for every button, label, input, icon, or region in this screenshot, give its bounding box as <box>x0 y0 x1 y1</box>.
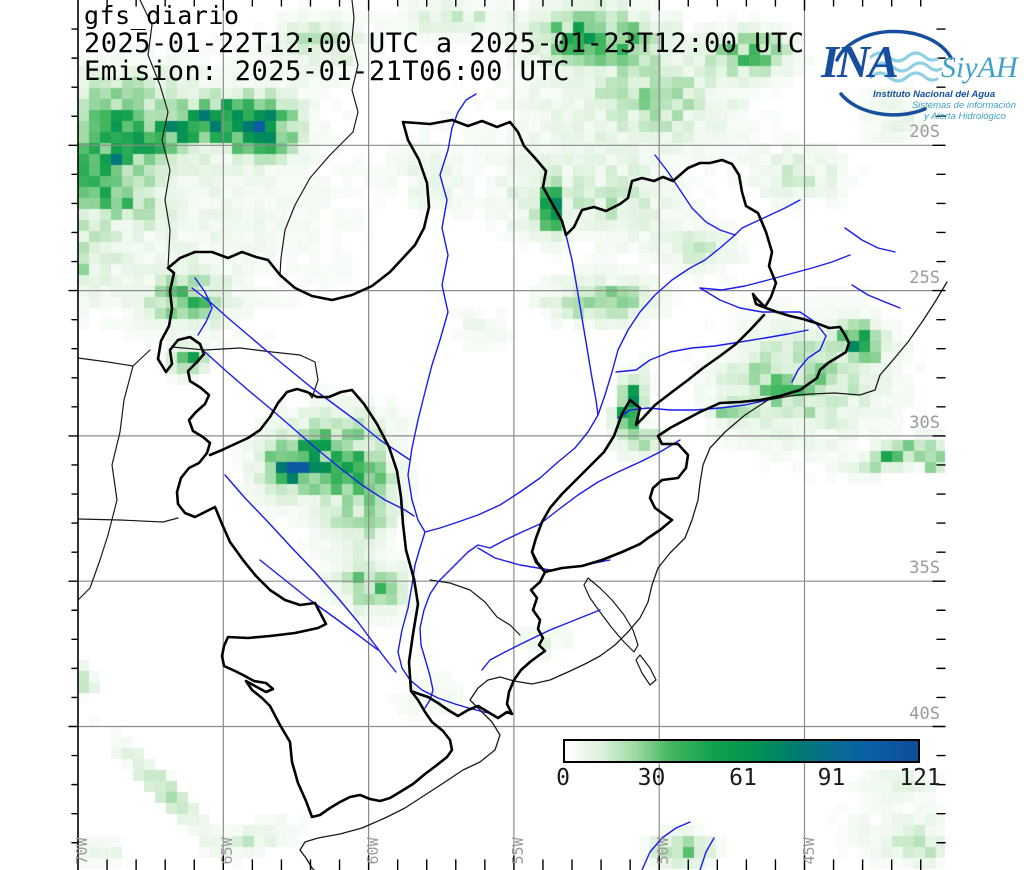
lat-label-35S: 35S <box>909 558 940 579</box>
logo-subtitle-1: Sistemas de información <box>911 100 1016 111</box>
lat-label-25S: 25S <box>909 267 940 288</box>
country-border <box>77 365 134 601</box>
logo-wave-3 <box>869 71 939 83</box>
river <box>641 821 691 870</box>
logo-graphics <box>835 29 953 117</box>
lon-label-50W: 50W <box>654 837 673 865</box>
country-border <box>351 0 359 133</box>
colorbar-tick-121: 121 <box>899 765 941 791</box>
basin-boundary <box>156 118 851 819</box>
river <box>617 399 769 419</box>
river <box>194 277 213 336</box>
river <box>477 547 611 571</box>
basin-divider-east <box>530 313 766 554</box>
lon-label-55W: 55W <box>508 837 527 865</box>
logo-wave-1 <box>869 51 939 63</box>
river <box>654 154 736 236</box>
logo-arc-bottom <box>839 92 927 117</box>
river <box>424 234 736 533</box>
colorbar-tick-61: 61 <box>729 765 757 791</box>
emission-time: Emision: 2025-01-21T06:00 UTC <box>84 56 570 87</box>
ina-siyah-logo: INA SiyAH Instituto Nacional del Agua Si… <box>815 27 1020 122</box>
river <box>204 351 415 517</box>
river <box>481 609 601 671</box>
river <box>699 287 827 383</box>
logo-acronym: INA <box>821 36 899 87</box>
colorbar-tick-30: 30 <box>637 765 666 791</box>
river <box>259 559 379 651</box>
river <box>224 474 397 673</box>
lat-label-40S: 40S <box>909 703 940 724</box>
plot-title: gfs_diario <box>84 1 240 30</box>
river <box>699 254 851 291</box>
lat-label-20S: 20S <box>909 122 940 143</box>
basin-divider-west <box>208 387 420 693</box>
country-border <box>139 0 171 269</box>
country-border <box>429 579 521 636</box>
river <box>451 93 477 129</box>
river <box>565 234 599 416</box>
lon-label-45W: 45W <box>799 837 818 865</box>
lon-label-65W: 65W <box>218 837 237 865</box>
lon-label-60W: 60W <box>363 837 382 865</box>
lagoa-dos-patos <box>583 577 639 653</box>
river <box>397 531 489 714</box>
river <box>699 837 715 870</box>
valid-period: 2025-01-22T12:00 UTC a 2025-01-23T12:00 … <box>84 28 805 59</box>
colorbar-tick-0: 0 <box>556 765 570 791</box>
river <box>419 439 681 709</box>
coastline <box>299 281 948 870</box>
river <box>615 329 809 373</box>
lon-label-70W: 70W <box>73 837 91 865</box>
logo-arc-top <box>835 29 953 62</box>
country-border <box>171 346 319 399</box>
country-border <box>279 131 354 276</box>
colorbar-gradient <box>563 739 920 763</box>
river <box>844 227 896 253</box>
river <box>734 199 801 236</box>
river <box>851 284 901 309</box>
logo-program-name: SiyAH <box>941 51 1018 84</box>
river <box>407 127 453 533</box>
logo-institute-name: Instituto Nacional del Agua <box>873 89 996 100</box>
country-border <box>77 517 179 523</box>
logo-subtitle-2: y Alerta Hidrológico <box>923 111 1006 122</box>
lagoa-mirim <box>635 654 657 686</box>
colorbar-tick-91: 91 <box>817 765 846 791</box>
lat-label-30S: 30S <box>909 412 940 433</box>
logo-wave-2 <box>873 61 943 73</box>
river <box>191 287 411 461</box>
country-border <box>77 349 151 367</box>
